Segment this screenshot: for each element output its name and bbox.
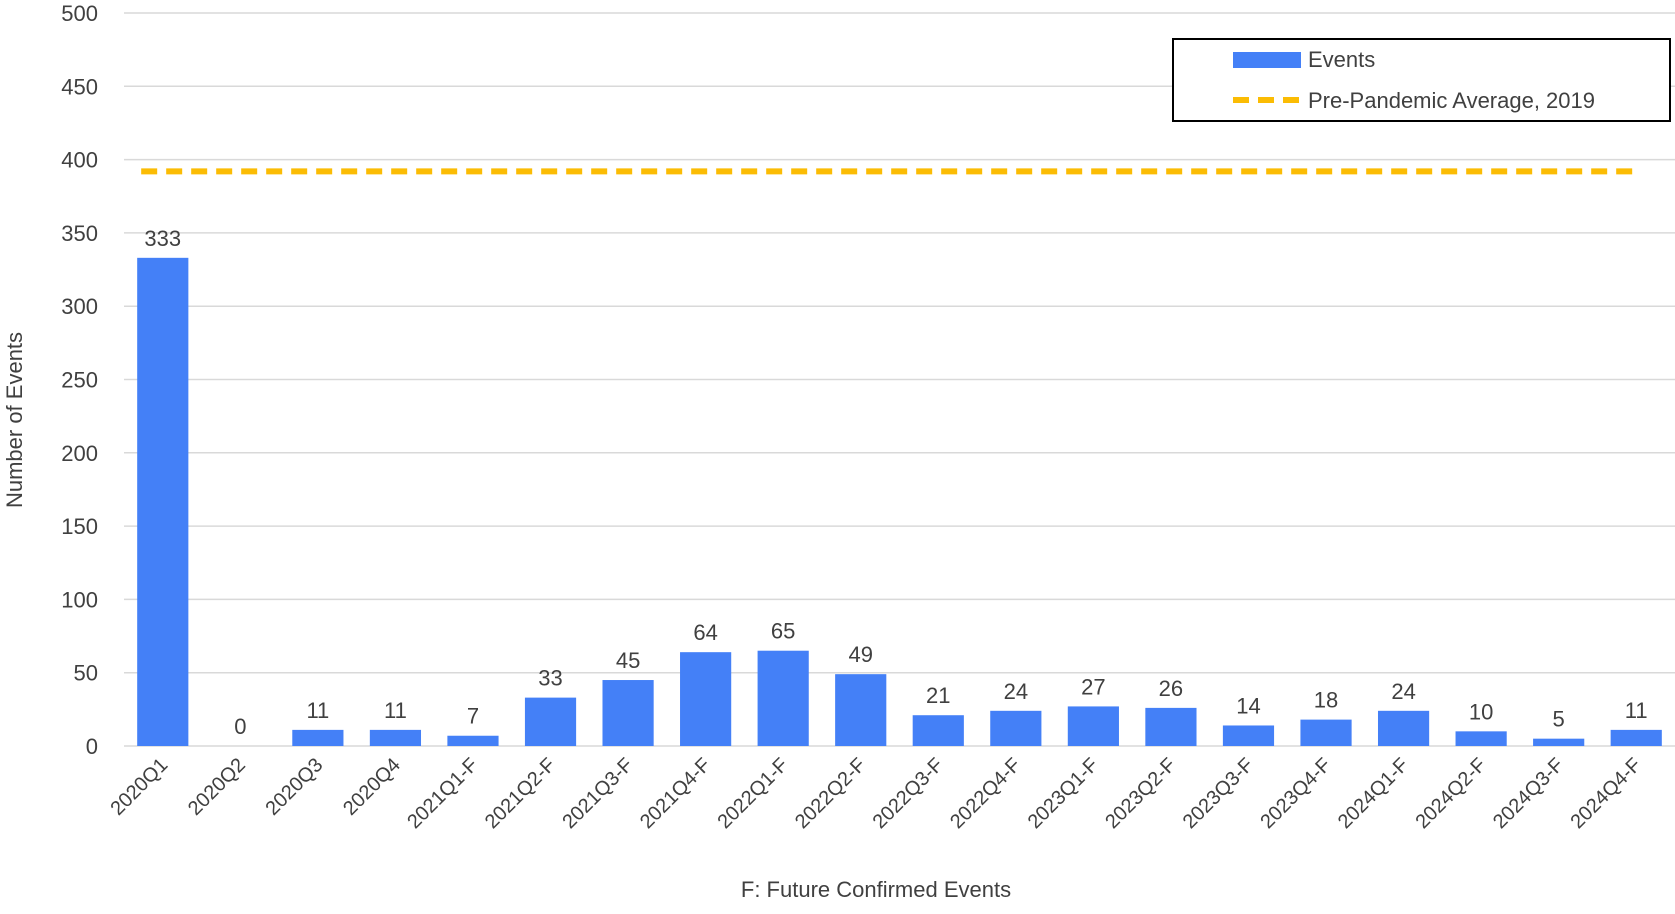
bar-2021Q1-F xyxy=(447,735,499,746)
y-tick-label: 400 xyxy=(61,148,98,173)
bar-2022Q4-F xyxy=(990,710,1042,746)
legend: Events Pre-Pandemic Average, 2019 xyxy=(1172,38,1671,122)
x-tick-label: 2023Q4-F xyxy=(1256,754,1335,833)
bar-2020Q4 xyxy=(369,729,422,746)
x-tick-label: 2020Q3 xyxy=(262,754,328,820)
bar-2024Q4-F xyxy=(1610,729,1662,746)
x-tick-label: 2024Q1-F xyxy=(1334,754,1413,833)
data-label: 65 xyxy=(771,619,795,644)
bar-2022Q1-F xyxy=(757,650,809,746)
x-tick-label: 2023Q3-F xyxy=(1179,754,1258,833)
y-tick-label: 500 xyxy=(61,1,98,26)
x-tick-label: 2023Q2-F xyxy=(1101,754,1180,833)
legend-label-average: Pre-Pandemic Average, 2019 xyxy=(1308,88,1595,113)
y-tick-label: 150 xyxy=(61,514,98,539)
x-tick-label: 2022Q3-F xyxy=(869,754,948,833)
y-tick-label: 200 xyxy=(61,441,98,466)
bar-2021Q2-F xyxy=(524,697,577,746)
bar-2023Q4-F xyxy=(1300,719,1352,746)
bar-2024Q3-F xyxy=(1533,738,1585,746)
data-label: 10 xyxy=(1469,699,1493,724)
x-tick-label: 2020Q2 xyxy=(184,754,250,820)
x-tick-label: 2021Q3-F xyxy=(558,754,637,833)
y-axis-title: Number of Events xyxy=(2,332,27,508)
data-label: 7 xyxy=(467,704,479,729)
data-label: 21 xyxy=(926,683,950,708)
y-axis-ticks: 0 50 100 150 200 250 300 350 400 450 500 xyxy=(61,1,98,759)
data-label: 26 xyxy=(1159,676,1183,701)
bar-2021Q3-F xyxy=(602,680,654,746)
x-tick-label: 2021Q2-F xyxy=(481,754,560,833)
data-label: 14 xyxy=(1236,693,1260,718)
bar-2020Q3 xyxy=(292,729,344,746)
y-tick-label: 0 xyxy=(86,734,98,759)
y-tick-label: 100 xyxy=(61,587,98,612)
data-label: 18 xyxy=(1314,688,1338,713)
x-axis-title: F: Future Confirmed Events xyxy=(741,877,1011,902)
data-label: 24 xyxy=(1004,679,1028,704)
data-label: 11 xyxy=(306,698,329,723)
x-tick-label: 2022Q4-F xyxy=(946,754,1025,833)
gridlines xyxy=(124,12,1675,747)
x-tick-label: 2022Q1-F xyxy=(713,754,792,833)
legend-swatch-events xyxy=(1233,52,1301,68)
bar-2023Q3-F xyxy=(1222,725,1275,746)
bar-2021Q4-F xyxy=(680,652,732,746)
x-tick-label: 2023Q1-F xyxy=(1024,754,1103,833)
bar-2022Q2-F xyxy=(835,674,887,746)
bar-2024Q1-F xyxy=(1377,710,1430,746)
x-axis-ticks: 2020Q1 2020Q2 2020Q3 2020Q42021Q1-F2021Q2-F… xyxy=(106,754,1645,833)
x-tick-label: 2024Q4-F xyxy=(1567,754,1646,833)
data-label: 0 xyxy=(234,714,246,739)
legend-label-events: Events xyxy=(1308,47,1375,72)
data-label: 27 xyxy=(1081,674,1105,699)
x-tick-label: 2020Q1 xyxy=(106,754,172,820)
bar-2020Q1 xyxy=(137,257,189,746)
data-label: 64 xyxy=(693,620,717,645)
y-tick-label: 450 xyxy=(61,74,98,99)
data-label: 11 xyxy=(1625,698,1648,723)
x-tick-label: 2024Q3-F xyxy=(1489,754,1568,833)
data-label: 333 xyxy=(144,226,181,251)
data-label: 45 xyxy=(616,648,640,673)
y-tick-label: 50 xyxy=(74,661,98,686)
x-tick-label: 2021Q4-F xyxy=(636,754,715,833)
bar-2023Q1-F xyxy=(1067,706,1119,746)
x-tick-label: 2024Q2-F xyxy=(1411,754,1490,833)
bar-2023Q2-F xyxy=(1145,707,1197,746)
x-tick-label: 2022Q2-F xyxy=(791,754,870,833)
y-tick-label: 350 xyxy=(61,221,98,246)
data-label: 33 xyxy=(538,666,562,691)
y-tick-label: 300 xyxy=(61,294,98,319)
y-tick-label: 250 xyxy=(61,368,98,393)
data-label: 5 xyxy=(1553,707,1565,732)
data-label: 49 xyxy=(848,642,872,667)
bar-2022Q3-F xyxy=(912,715,964,746)
data-label: 24 xyxy=(1391,679,1415,704)
x-tick-label: 2021Q1-F xyxy=(403,754,482,833)
x-tick-label: 2020Q4 xyxy=(339,754,405,820)
bars xyxy=(137,257,1662,746)
data-label: 11 xyxy=(384,698,407,723)
data-labels: 333 0 11 11 7 33 45 64 65 49 21 24 27 26 14 18 24 10 5 11 xyxy=(144,226,1647,739)
bar-2024Q2-F xyxy=(1455,731,1507,746)
